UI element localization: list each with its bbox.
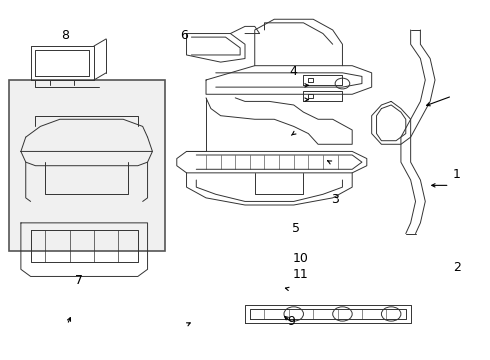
Text: 9: 9 [287, 315, 295, 328]
Text: 11: 11 [293, 268, 309, 281]
Text: 6: 6 [180, 29, 188, 42]
Text: 8: 8 [61, 29, 69, 42]
Text: 4: 4 [290, 64, 297, 77]
Text: 2: 2 [453, 261, 461, 274]
Text: 1: 1 [453, 168, 461, 181]
Bar [9, 80, 165, 251]
Text: 3: 3 [331, 193, 339, 206]
Text: 7: 7 [75, 274, 83, 287]
Text: 10: 10 [293, 252, 309, 265]
Text: 5: 5 [292, 222, 300, 235]
